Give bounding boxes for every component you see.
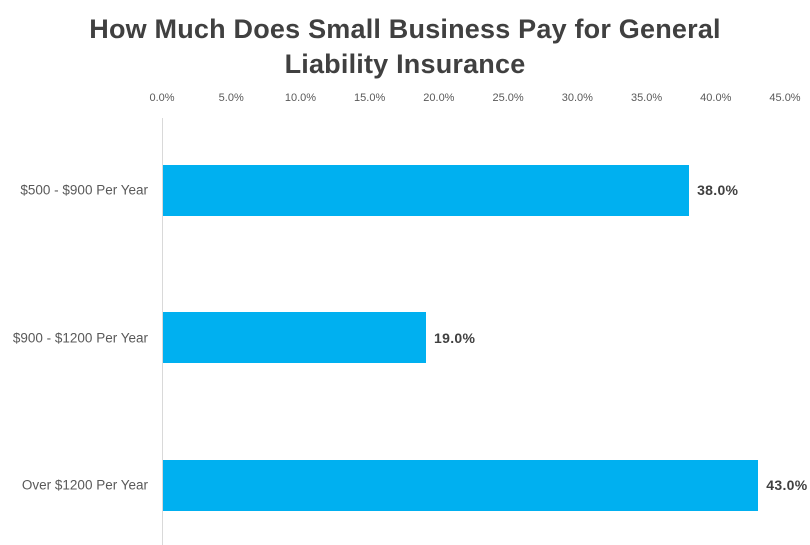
x-axis-tick-label: 10.0% [284,92,317,104]
x-axis-tick-label: 35.0% [630,92,663,104]
x-axis-tick-label: 0.0% [149,92,175,104]
category-label: $500 - $900 Per Year [20,182,148,198]
category-label: $900 - $1200 Per Year [12,330,148,346]
bar [163,312,427,364]
x-axis-tick-label: 15.0% [354,92,386,104]
data-label: 43.0% [766,477,808,494]
x-axis-tick-label: 45.0% [769,92,801,104]
x-axis-tick-label: 20.0% [423,92,455,104]
x-axis-tick-label: 30.0% [561,92,593,104]
x-axis-tick-label: 25.0% [492,92,524,104]
chart-title: How Much Does Small Business Pay for Gen… [89,14,721,79]
data-label: 19.0% [434,329,476,346]
y-axis-line [162,118,163,545]
x-axis-tick-label: 5.0% [218,92,244,104]
category-label: Over $1200 Per Year [21,477,148,493]
bar [163,459,759,511]
x-axis-tick-label: 40.0% [700,92,732,104]
bar [163,164,690,216]
data-label: 38.0% [697,182,739,198]
